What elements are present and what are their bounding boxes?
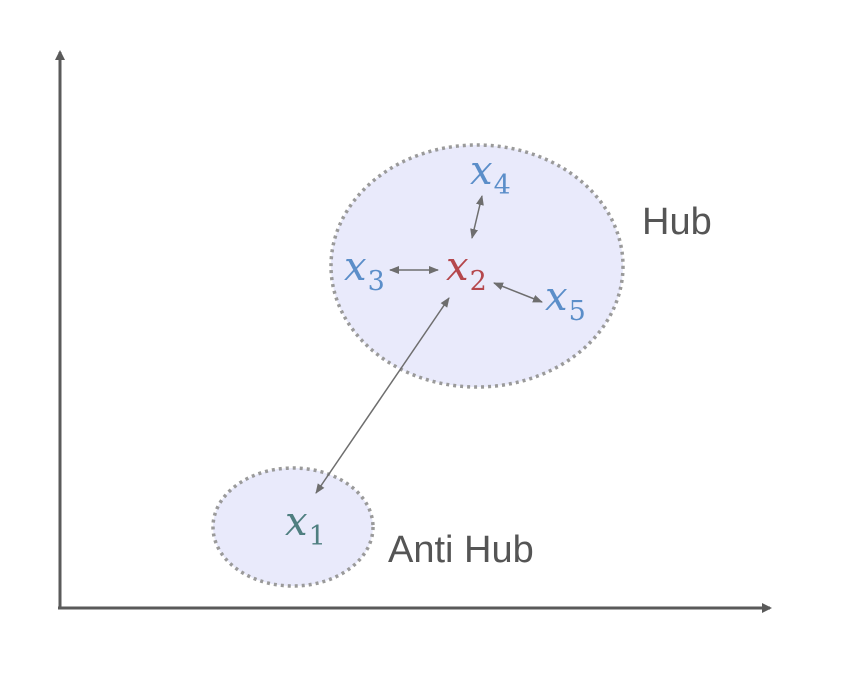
point-x1: x1 [285,499,326,552]
point-x4: x4 [470,148,511,201]
arrow-x2-x5 [493,282,543,303]
point-x2: x2 [446,244,487,297]
arrow-x2-x1 [315,297,450,494]
anti-hub-region [211,466,375,588]
hub-label: Hub [642,201,712,243]
arrow-x2-x4 [470,195,484,239]
anti-hub-label: Anti Hub [388,529,534,571]
point-x5: x5 [545,274,586,327]
point-x3: x3 [344,244,385,297]
